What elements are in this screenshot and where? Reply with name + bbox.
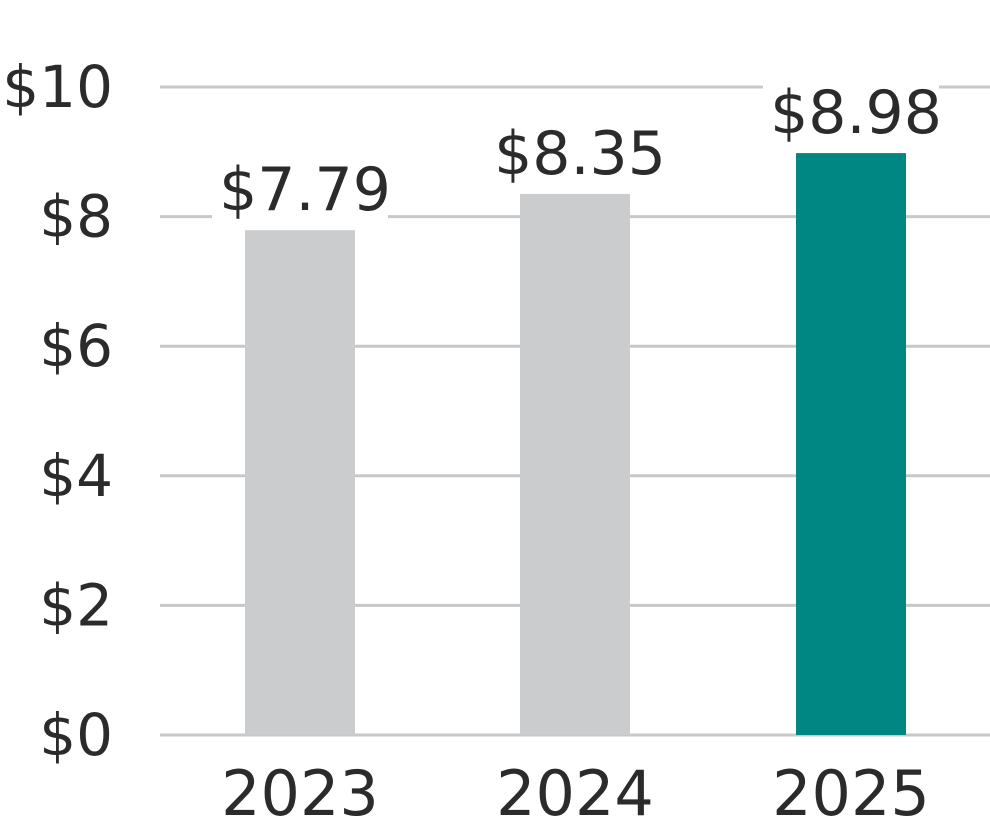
y-tick-label: $6 [39, 312, 113, 380]
bars [245, 153, 906, 736]
y-tick-label: $4 [39, 442, 113, 510]
data-label-background [487, 119, 663, 186]
data-label-background [212, 156, 388, 223]
bar-2024 [520, 193, 630, 736]
data-labels: $7.79 $8.35 $8.98 [212, 78, 942, 225]
x-tick-label: 2025 [772, 757, 930, 830]
data-label: $8.98 [770, 78, 942, 148]
x-tick-label: 2023 [221, 757, 379, 830]
data-label-background [763, 79, 939, 146]
y-tick-label: $8 [39, 183, 113, 251]
y-tick-label: $0 [39, 701, 113, 769]
data-label: $8.35 [494, 119, 666, 189]
data-label: $7.79 [219, 155, 391, 225]
y-axis-tick-labels: $0 $2 $4 $6 $8 $10 [2, 53, 113, 769]
bar-2025 [796, 153, 906, 735]
x-tick-label: 2024 [496, 757, 654, 830]
y-tick-label: $2 [39, 571, 113, 639]
bar-2023 [245, 230, 355, 735]
x-axis-tick-labels: 2023 2024 2025 [221, 757, 930, 830]
y-tick-label: $10 [2, 53, 113, 121]
